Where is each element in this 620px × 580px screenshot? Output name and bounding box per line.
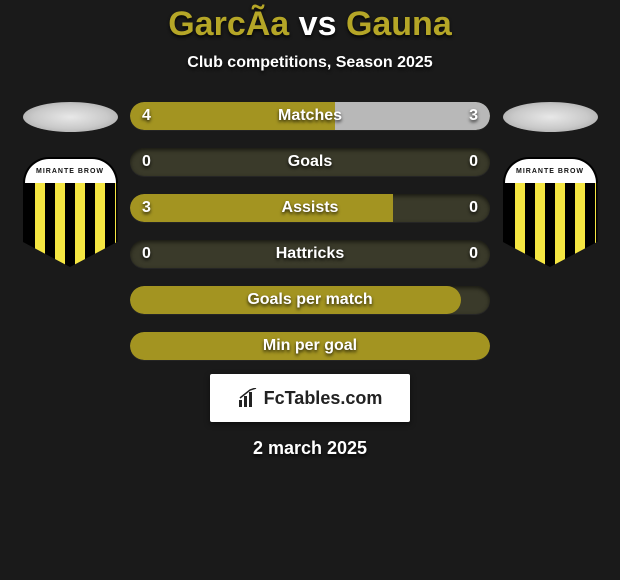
club-badge-top-text: MIRANTE BROW: [503, 157, 598, 183]
club-badge-stripes: [503, 183, 598, 267]
bar-label: Goals per match: [130, 286, 490, 314]
bar-label: Assists: [130, 194, 490, 222]
date-text: 2 march 2025: [253, 438, 367, 459]
fctables-text: FcTables.com: [264, 388, 383, 409]
stats-bars-column: 43Matches 00Goals 30Assists 00Hattricks Goal…: [130, 102, 490, 360]
player-silhouette-left: [23, 102, 118, 132]
club-badge-top-text: MIRANTE BROW: [23, 157, 118, 183]
club-badge-right: MIRANTE BROW: [503, 157, 598, 267]
club-badge-left: MIRANTE BROW: [23, 157, 118, 267]
title-right-name: Gauna: [346, 5, 452, 43]
title-left-name: GarcÃ­a: [168, 5, 289, 43]
club-badge-stripes: [23, 183, 118, 267]
left-side-column: MIRANTE BROW: [20, 102, 120, 267]
bar-label: Hattricks: [130, 240, 490, 268]
subtitle: Club competitions, Season 2025: [187, 54, 432, 72]
stat-bar: 00Hattricks: [130, 240, 490, 268]
stat-bar: Goals per match: [130, 286, 490, 314]
stat-bar: 43Matches: [130, 102, 490, 130]
title-vs: vs: [299, 5, 337, 43]
stat-bar: Min per goal: [130, 332, 490, 360]
bar-label: Goals: [130, 148, 490, 176]
stats-bars-icon: [238, 388, 258, 408]
bar-label: Min per goal: [130, 332, 490, 360]
stat-bar: 00Goals: [130, 148, 490, 176]
main-row: MIRANTE BROW 43Matches 00Goals 30Assists 00…: [0, 102, 620, 360]
page-title: GarcÃ­a vs Gauna: [168, 5, 452, 44]
page-container: GarcÃ­a vs Gauna Club competitions, Seas…: [0, 0, 620, 580]
player-silhouette-right: [503, 102, 598, 132]
right-side-column: MIRANTE BROW: [500, 102, 600, 267]
stat-bar: 30Assists: [130, 194, 490, 222]
bar-label: Matches: [130, 102, 490, 130]
fctables-badge[interactable]: FcTables.com: [210, 374, 410, 422]
